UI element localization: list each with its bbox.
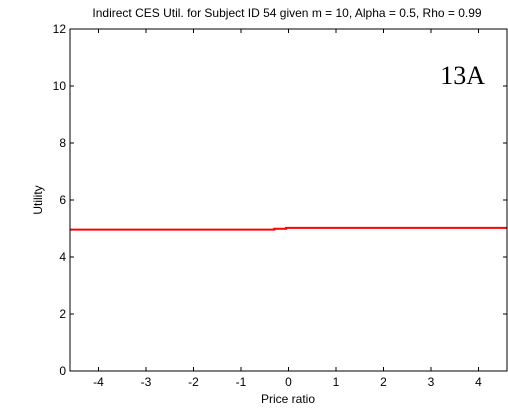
- x-tick-label: 4: [475, 375, 482, 389]
- y-tick-label: 4: [59, 250, 66, 264]
- x-tick-label: 0: [285, 375, 292, 389]
- x-tick-label: -2: [188, 375, 199, 389]
- x-tick-label: -4: [93, 375, 104, 389]
- series-layer: [70, 226, 507, 231]
- y-tick-label: 0: [59, 364, 66, 378]
- y-axis-ticks: 0 2 4 6 8 10 12: [53, 22, 507, 378]
- x-axis-label: Price ratio: [261, 392, 315, 406]
- plot-area: [70, 29, 507, 371]
- x-tick-label: 2: [380, 375, 387, 389]
- y-axis-label: Utility: [31, 185, 45, 214]
- x-axis-ticks: -4 -3 -2 -1 0 1 2 3 4: [93, 29, 482, 389]
- x-tick-label: -3: [141, 375, 152, 389]
- x-tick-label: -1: [236, 375, 247, 389]
- series-line: [70, 226, 507, 231]
- y-tick-label: 10: [53, 79, 67, 93]
- x-tick-label: 3: [428, 375, 435, 389]
- chart-title: Indirect CES Util. for Subject ID 54 giv…: [92, 6, 482, 20]
- annotation-label: 13A: [440, 61, 485, 90]
- x-tick-label: 1: [333, 375, 340, 389]
- y-tick-label: 12: [53, 22, 67, 36]
- y-tick-label: 8: [59, 136, 66, 150]
- y-tick-label: 2: [59, 307, 66, 321]
- y-tick-label: 6: [59, 193, 66, 207]
